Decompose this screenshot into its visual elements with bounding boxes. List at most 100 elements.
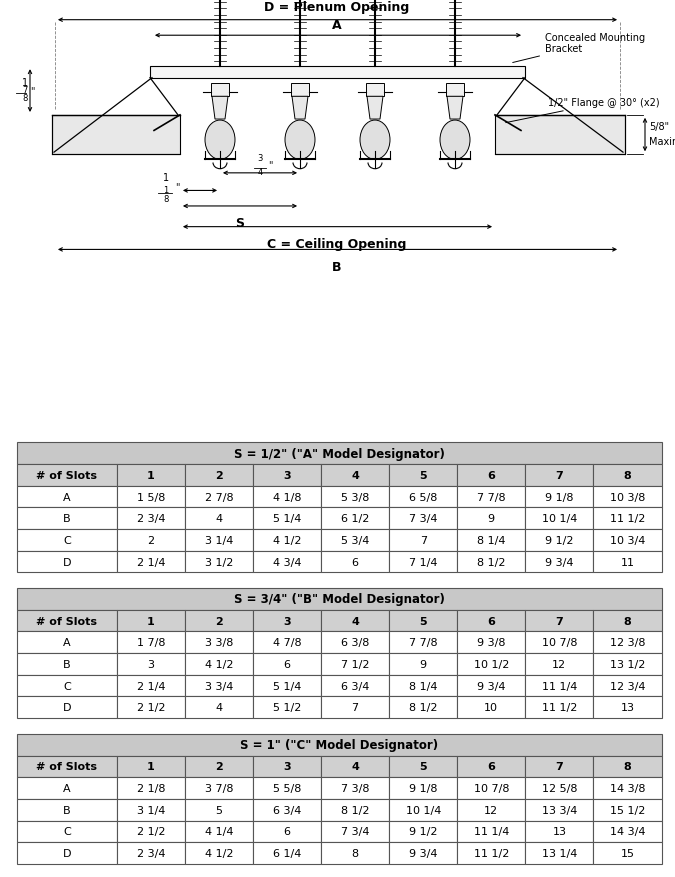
- Text: 8 1/2: 8 1/2: [341, 805, 369, 815]
- Text: 10 7/8: 10 7/8: [474, 783, 509, 793]
- Bar: [253, 508, 321, 530]
- Text: 5: 5: [419, 616, 427, 626]
- Bar: [457, 799, 525, 821]
- Text: 4 3/4: 4 3/4: [273, 557, 301, 567]
- Bar: [17, 486, 117, 508]
- Text: 11 1/4: 11 1/4: [474, 826, 509, 837]
- Text: 4: 4: [351, 616, 359, 626]
- Text: 7: 7: [352, 702, 358, 712]
- Bar: [593, 756, 662, 777]
- Bar: [17, 465, 117, 486]
- Bar: [185, 610, 253, 631]
- Bar: [321, 821, 389, 842]
- Text: 12 3/4: 12 3/4: [610, 681, 645, 691]
- Bar: [185, 842, 253, 864]
- Bar: [321, 842, 389, 864]
- Bar: [457, 610, 525, 631]
- Text: 1/2" Flange @ 30° (x2): 1/2" Flange @ 30° (x2): [506, 98, 659, 124]
- Text: 5: 5: [419, 470, 427, 481]
- Bar: [321, 465, 389, 486]
- Bar: [457, 631, 525, 653]
- Bar: [117, 631, 185, 653]
- Bar: [117, 653, 185, 675]
- Text: A: A: [63, 783, 71, 793]
- Bar: [185, 675, 253, 696]
- Text: 4 1/4: 4 1/4: [205, 826, 233, 837]
- Text: 12 3/8: 12 3/8: [610, 638, 645, 647]
- Text: 1 5/8: 1 5/8: [136, 492, 165, 502]
- Text: ": ": [268, 160, 273, 170]
- Text: 8: 8: [624, 470, 631, 481]
- Text: 7: 7: [23, 86, 28, 95]
- Bar: [525, 799, 593, 821]
- Bar: [457, 777, 525, 799]
- Text: 1: 1: [22, 78, 28, 89]
- Text: S = 1" ("C" Model Designator): S = 1" ("C" Model Designator): [240, 738, 438, 752]
- Bar: [52, 116, 180, 155]
- Bar: [17, 588, 662, 610]
- Bar: [253, 465, 321, 486]
- Text: 2 1/4: 2 1/4: [136, 557, 165, 567]
- Bar: [321, 551, 389, 573]
- Text: 9 1/2: 9 1/2: [409, 826, 437, 837]
- Bar: [52, 116, 180, 155]
- Text: 2 1/2: 2 1/2: [136, 826, 165, 837]
- Bar: [117, 508, 185, 530]
- Text: B: B: [63, 514, 71, 524]
- Text: 2 1/4: 2 1/4: [136, 681, 165, 691]
- Text: 15: 15: [620, 848, 634, 858]
- Bar: [253, 777, 321, 799]
- Bar: [117, 610, 185, 631]
- Text: 1: 1: [147, 761, 155, 772]
- Bar: [593, 653, 662, 675]
- Bar: [253, 530, 321, 551]
- Text: 9 3/4: 9 3/4: [545, 557, 574, 567]
- Text: 5 1/2: 5 1/2: [273, 702, 301, 712]
- Bar: [389, 696, 457, 718]
- Text: 4: 4: [351, 761, 359, 772]
- Text: 6 1/2: 6 1/2: [341, 514, 369, 524]
- Bar: [17, 842, 117, 864]
- Bar: [525, 821, 593, 842]
- Bar: [17, 610, 117, 631]
- Text: 2 3/4: 2 3/4: [136, 514, 165, 524]
- Bar: [211, 83, 229, 97]
- Bar: [117, 465, 185, 486]
- Bar: [185, 653, 253, 675]
- Bar: [525, 696, 593, 718]
- Bar: [457, 508, 525, 530]
- Text: 4 1/8: 4 1/8: [273, 492, 301, 502]
- Text: 13 1/4: 13 1/4: [541, 848, 577, 858]
- Text: 1 7/8: 1 7/8: [136, 638, 165, 647]
- Bar: [253, 486, 321, 508]
- Bar: [593, 799, 662, 821]
- Text: # of Slots: # of Slots: [36, 616, 97, 626]
- Text: A: A: [63, 492, 71, 502]
- Polygon shape: [367, 97, 383, 120]
- Bar: [495, 116, 625, 155]
- Text: C: C: [63, 681, 71, 691]
- Bar: [457, 465, 525, 486]
- Bar: [525, 675, 593, 696]
- Text: A: A: [63, 638, 71, 647]
- Text: 8: 8: [352, 848, 358, 858]
- Bar: [321, 653, 389, 675]
- Bar: [389, 821, 457, 842]
- Bar: [593, 610, 662, 631]
- Bar: [321, 508, 389, 530]
- Text: 10 1/4: 10 1/4: [541, 514, 577, 524]
- Text: 8 1/2: 8 1/2: [477, 557, 506, 567]
- Bar: [593, 675, 662, 696]
- Bar: [17, 508, 117, 530]
- Text: 3 3/8: 3 3/8: [205, 638, 233, 647]
- Bar: [525, 631, 593, 653]
- Text: 9 1/8: 9 1/8: [545, 492, 574, 502]
- Text: 8: 8: [163, 195, 169, 204]
- Bar: [253, 799, 321, 821]
- Text: 11 1/2: 11 1/2: [541, 702, 577, 712]
- Text: 12: 12: [484, 805, 498, 815]
- Bar: [253, 610, 321, 631]
- Text: 5 1/4: 5 1/4: [273, 514, 301, 524]
- Text: 2 1/2: 2 1/2: [136, 702, 165, 712]
- Text: 2 7/8: 2 7/8: [205, 492, 234, 502]
